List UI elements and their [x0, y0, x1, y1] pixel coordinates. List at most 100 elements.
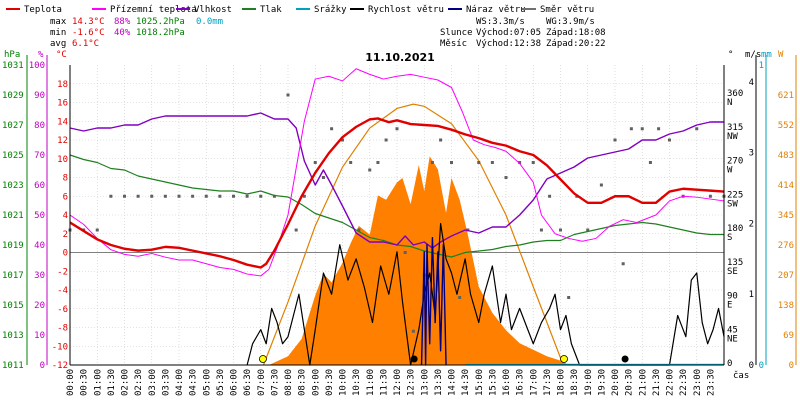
dir-tick: 0 — [727, 359, 732, 369]
wind-dir-point — [567, 296, 571, 299]
x-tick: 11:00 — [366, 369, 376, 396]
temp-unit: °C — [56, 50, 67, 60]
pct-tick: 30 — [34, 271, 45, 281]
w-tick: 621 — [778, 91, 794, 101]
temperature-line — [69, 117, 725, 269]
x-tick: 02:30 — [134, 369, 144, 396]
solar-radiation-area — [268, 156, 569, 365]
wind-dir-point — [548, 194, 552, 198]
dir-tick-label: N — [727, 98, 732, 108]
legend-label-0: Teplota — [24, 5, 62, 15]
info-sun-set: Západ:18:08 — [546, 28, 606, 38]
wind-dir-point — [384, 138, 388, 142]
wind-dir-point — [357, 228, 361, 232]
hpa-tick: 1029 — [2, 91, 24, 101]
temp-tick: -4 — [57, 286, 68, 296]
mm-unit: mm — [761, 50, 772, 60]
info-ws: WS:3.3m/s — [476, 17, 525, 27]
ms-tick: 3 — [749, 149, 754, 159]
wind-dir-point — [586, 228, 590, 232]
stats-avg-label: avg — [50, 39, 66, 49]
solar-theoretical-line — [262, 103, 564, 366]
wind-dir-point — [395, 127, 399, 131]
x-tick: 17:00 — [529, 369, 539, 396]
wind-dir-point — [668, 138, 671, 142]
x-tick: 05:30 — [216, 369, 226, 396]
x-tick: 12:30 — [407, 369, 417, 396]
info-panel: WS:3.3m/s WG:3.9m/s Slunce Východ:07:05 … — [440, 17, 606, 49]
info-moon-set: Západ:20:22 — [546, 39, 606, 49]
dir-tick: 45 — [727, 325, 738, 335]
w-tick: 69 — [783, 331, 794, 341]
x-tick: 00:00 — [66, 369, 76, 396]
wind-dir-point — [294, 228, 298, 232]
x-tick: 06:30 — [243, 369, 253, 396]
x-tick: 16:00 — [502, 369, 512, 396]
info-wg: WG:3.9m/s — [546, 17, 595, 27]
x-tick: 01:30 — [107, 369, 117, 396]
dir-tick: 315 — [727, 123, 743, 133]
info-sun-rise: Východ:07:05 — [476, 28, 541, 38]
sunrise-marker — [259, 355, 267, 363]
wind-dir-point — [458, 296, 462, 299]
wind-dir-point — [708, 194, 712, 198]
w-unit: W — [778, 50, 784, 60]
legend-label-7: Směr větru — [540, 5, 594, 15]
wind-dir-point — [439, 138, 443, 142]
legend-label-4: Srážky — [314, 5, 347, 15]
dir-tick: 90 — [727, 292, 738, 302]
x-axis-label: čas — [733, 370, 749, 381]
wind-dir-point — [177, 194, 181, 198]
w-tick: 483 — [778, 151, 794, 161]
wind-dir-point — [599, 183, 603, 187]
dir-tick-label: SE — [727, 267, 738, 277]
stats-min-temp: -1.6°C — [72, 28, 105, 38]
ground-temperature-line — [69, 68, 725, 277]
x-tick: 06:00 — [230, 369, 240, 396]
wind-dir-point — [490, 161, 494, 164]
w-tick: 138 — [778, 301, 794, 311]
dir-unit: ° — [728, 50, 733, 60]
x-tick: 14:00 — [448, 369, 458, 396]
ms-tick: 4 — [749, 78, 754, 88]
temp-tick: -6 — [57, 305, 68, 315]
wind-dir-point — [123, 194, 126, 198]
stats-max-hum: 88% — [114, 17, 131, 27]
humidity-line — [69, 112, 724, 249]
temp-tick: 18 — [57, 80, 68, 90]
x-tick: 11:30 — [379, 369, 389, 396]
stats-min-press: 1018.2hPa — [136, 28, 185, 38]
wind-dir-point — [657, 127, 661, 131]
wind-dir-point — [204, 194, 208, 198]
wind-dir-point — [109, 194, 113, 198]
pct-tick: 100 — [29, 61, 45, 71]
temp-tick: 16 — [57, 99, 68, 109]
wind-dir-point — [477, 161, 481, 164]
legend-label-3: Tlak — [260, 5, 282, 15]
wind-dir-point — [218, 194, 222, 198]
wind-dir-point — [341, 138, 344, 142]
x-tick: 03:30 — [161, 369, 171, 396]
temp-tick: 4 — [63, 211, 68, 221]
x-tick: 19:00 — [584, 369, 594, 396]
wind-dir-point — [368, 168, 372, 172]
x-tick: 19:30 — [597, 369, 607, 396]
x-tick: 09:30 — [325, 369, 335, 396]
x-tick: 08:00 — [284, 369, 294, 396]
wind-dir-point — [330, 127, 334, 131]
pct-tick: 10 — [34, 331, 45, 341]
wind-dir-point — [232, 194, 235, 198]
temp-tick: -2 — [57, 267, 68, 277]
info-moon-label: Měsíc — [440, 39, 467, 49]
mm-tick: 1 — [759, 61, 764, 71]
temp-tick: 0 — [63, 249, 68, 259]
wind-dir-point — [286, 93, 290, 97]
x-tick: 13:00 — [420, 369, 430, 396]
x-tick: 21:30 — [652, 369, 662, 396]
x-tick: 12:00 — [393, 369, 403, 396]
dir-tick-label: NE — [727, 334, 738, 344]
w-tick: 0 — [789, 361, 794, 371]
x-tick: 01:00 — [93, 369, 103, 396]
x-tick: 04:30 — [189, 369, 199, 396]
temp-tick: -8 — [57, 324, 68, 334]
